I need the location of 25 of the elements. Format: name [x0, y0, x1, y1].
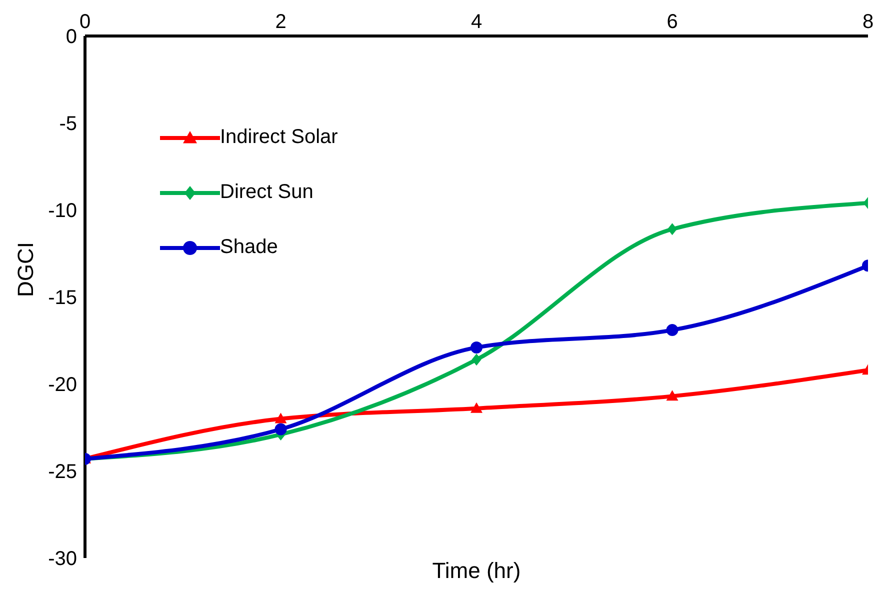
x-tick-label: 4 — [470, 11, 482, 33]
x-tick-label: 6 — [666, 11, 678, 33]
legend-label: Direct Sun — [220, 181, 314, 204]
point — [470, 341, 482, 354]
point — [667, 223, 678, 236]
x-tick-label: 2 — [275, 11, 286, 33]
x-tick-label: 0 — [79, 11, 91, 33]
y-tick-label: 0 — [66, 26, 77, 48]
point — [274, 412, 287, 424]
legend-label: Shade — [220, 236, 278, 259]
point — [470, 402, 482, 413]
x-axis-title: Time (hr) — [432, 558, 521, 583]
y-tick-label: -25 — [48, 461, 77, 484]
y-tick-label: -20 — [48, 374, 77, 396]
point — [472, 354, 482, 366]
x-tick-label: 8 — [862, 11, 874, 33]
legend-label: Indirect Solar — [220, 126, 338, 149]
y-tick-label: -15 — [48, 287, 77, 310]
point — [666, 324, 678, 336]
y-tick-label: -10 — [48, 200, 77, 222]
y-axis-title: DGCI — [12, 242, 38, 297]
point — [274, 423, 287, 436]
point — [666, 390, 678, 401]
y-tick-label: -30 — [48, 548, 77, 570]
y-tick-label: -5 — [59, 113, 77, 136]
